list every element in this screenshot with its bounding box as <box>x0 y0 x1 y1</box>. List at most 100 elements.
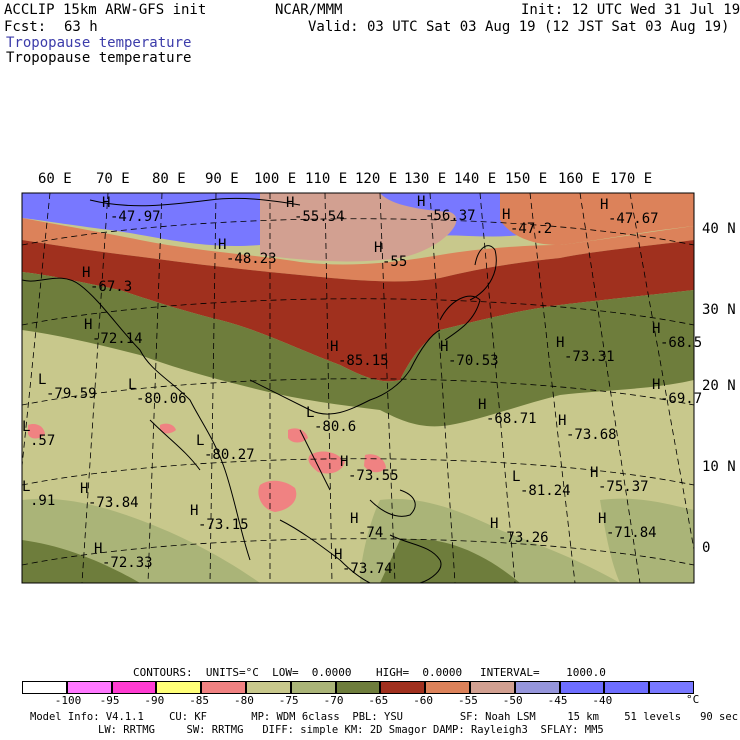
extremum-letter: H <box>80 481 89 497</box>
colorbar-label: -90 <box>144 694 165 707</box>
extremum-letter: L <box>512 469 521 485</box>
extremum-value: -73.31 <box>564 349 615 365</box>
longitude-label: 70 E <box>96 171 130 187</box>
extremum-letter: H <box>94 541 103 557</box>
valid-time: Valid: 03 UTC Sat 03 Aug 19 (12 JST Sat … <box>308 19 730 35</box>
extremum-value: .91 <box>30 493 56 509</box>
extremum-letter: L <box>22 479 31 495</box>
model-info-line1: Model Info: V4.1.1 CU: KF MP: WDM 6class… <box>30 711 739 723</box>
extremum-letter: H <box>84 317 93 333</box>
colorbar-swatch <box>604 681 650 694</box>
extremum-letter: H <box>502 207 511 223</box>
latitude-label: 0 <box>702 540 711 556</box>
extremum-letter: H <box>82 265 91 281</box>
contour-interval: INTERVAL= 1000.0 <box>480 666 606 679</box>
colorbar-label: -60 <box>413 694 434 707</box>
extremum-letter: H <box>590 465 599 481</box>
colorbar-label: -75 <box>278 694 299 707</box>
colorbar <box>22 681 694 694</box>
colorbar-swatch <box>22 681 67 694</box>
extremum-value: -67.3 <box>90 279 133 295</box>
model-title: ACCLIP 15km ARW-GFS init <box>4 2 207 18</box>
longitude-label: 140 E <box>454 171 497 187</box>
extremum-letter: L <box>38 372 47 388</box>
colorbar-swatch <box>246 681 291 694</box>
colorbar-swatch <box>380 681 426 694</box>
map-frame <box>21 192 695 584</box>
field-title-1: Tropopause temperature <box>6 35 192 51</box>
colorbar-swatch <box>156 681 202 694</box>
extremum-value: -73.55 <box>348 468 399 484</box>
colorbar-label: -95 <box>99 694 120 707</box>
colorbar-label: -40 <box>592 694 613 707</box>
extremum-value: -48.23 <box>226 251 277 267</box>
longitude-label: 120 E <box>355 171 398 187</box>
colorbar-swatch <box>201 681 246 694</box>
colorbar-label: -80 <box>234 694 254 707</box>
extremum-letter: H <box>490 516 499 532</box>
extremum-letter: H <box>440 339 449 355</box>
init-time: Init: 12 UTC Wed 31 Jul 19 <box>521 2 740 18</box>
longitude-label: 160 E <box>558 171 601 187</box>
colorbar-label: -85 <box>189 694 210 707</box>
tropopause-temperature-field <box>22 193 694 583</box>
colorbar-label: -65 <box>368 694 389 707</box>
extremum-value: -73.84 <box>88 495 139 511</box>
fcst-label: Fcst: <box>4 19 47 35</box>
extremum-value: -80.6 <box>314 419 357 435</box>
latitude-label: 40 N <box>702 221 736 237</box>
extremum-letter: H <box>350 511 359 527</box>
lat-lon-grid <box>22 193 694 583</box>
colorbar-swatch <box>335 681 381 694</box>
extremum-letter: L <box>22 419 31 435</box>
extremum-letter: H <box>286 195 295 211</box>
longitude-label: 130 E <box>404 171 447 187</box>
extremum-value: -73.26 <box>498 530 549 546</box>
longitude-label: 100 E <box>254 171 297 187</box>
colorbar-label: -100 <box>54 694 82 707</box>
colorbar-swatch <box>111 681 157 694</box>
extremum-value: -56.37 <box>425 208 476 224</box>
longitude-label: 170 E <box>610 171 653 187</box>
fcst-value: 63 h <box>64 19 98 35</box>
extremum-value: -81.24 <box>520 483 571 499</box>
extremum-letter: H <box>600 197 609 213</box>
extremum-value: -69.7 <box>660 391 703 407</box>
model-info-line2: LW: RRTMG SW: RRTMG DIFF: simple KM: 2D … <box>98 724 604 736</box>
colorbar-swatch <box>514 681 560 694</box>
extremum-letter: L <box>196 433 205 449</box>
extremum-value: -71.84 <box>606 525 657 541</box>
colorbar-swatch <box>425 681 470 694</box>
extremum-letter: H <box>417 194 426 210</box>
colorbar-swatch <box>559 681 605 694</box>
extremum-value: -47.2 <box>510 221 553 237</box>
extremum-letter: H <box>218 237 227 253</box>
extremum-value: -72.33 <box>102 555 153 571</box>
center-label: NCAR/MMM <box>275 2 343 18</box>
extremum-value: -73.15 <box>198 517 249 533</box>
extremum-value: -73.74 <box>342 561 393 577</box>
extremum-letter: H <box>598 511 607 527</box>
colorbar-label: -45 <box>547 694 568 707</box>
extremum-value: -55.54 <box>294 209 345 225</box>
extremum-value: -68.5 <box>660 335 703 351</box>
longitude-label: 150 E <box>505 171 548 187</box>
extremum-value: -68.71 <box>486 411 537 427</box>
colorbar-label: -70 <box>323 694 344 707</box>
extremum-value: -74 <box>358 525 384 541</box>
longitude-label: 110 E <box>305 171 348 187</box>
extremum-value: -80.06 <box>136 391 187 407</box>
colorbar-swatch <box>470 681 515 694</box>
colorbar-swatch <box>66 681 112 694</box>
longitude-label: 80 E <box>152 171 186 187</box>
extremum-letter: H <box>374 240 383 256</box>
extremum-value: -70.53 <box>448 353 499 369</box>
extremum-value: -47.97 <box>110 209 161 225</box>
extremum-value: -47.67 <box>608 211 659 227</box>
extremum-letter: H <box>558 413 567 429</box>
extremum-letter: H <box>102 195 111 211</box>
extremum-letter: H <box>652 321 661 337</box>
extremum-value: -73.68 <box>566 427 617 443</box>
colorbar-label: -50 <box>502 694 523 707</box>
